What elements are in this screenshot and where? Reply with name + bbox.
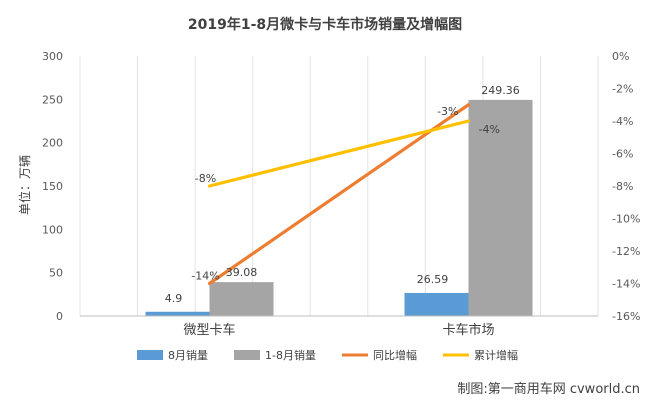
y2-tick-label: -14% <box>612 278 640 291</box>
y-tick-label: 100 <box>42 223 63 236</box>
y-axis-label: 单位：万辆 <box>17 155 32 215</box>
bars <box>145 99 533 316</box>
y2-tick-label: -6% <box>612 148 633 161</box>
y2-tick-label: -4% <box>612 115 633 128</box>
chart-title: 2019年1-8月微卡与卡车市场销量及增幅图 <box>188 16 462 33</box>
y2-tick-label: -8% <box>612 180 633 193</box>
credit-text: 制图:第一商用车网 cvworld.cn <box>457 381 640 397</box>
x-tick-label: 卡车市场 <box>442 322 494 338</box>
x-tick-label: 微型卡车 <box>183 322 235 338</box>
y2-tick-label: 0% <box>612 50 629 63</box>
y-tick-label: 0 <box>56 310 63 323</box>
y2-tick-label: -12% <box>612 245 640 258</box>
legend-label: 累计增幅 <box>474 348 518 362</box>
legend-label: 1-8月销量 <box>265 348 316 362</box>
lines <box>207 103 471 286</box>
y-tick-label: 250 <box>42 93 63 106</box>
y2-tick-label: -16% <box>612 310 640 323</box>
legend-swatch <box>137 350 163 360</box>
y-tick-label: 200 <box>42 137 63 150</box>
bar <box>145 311 210 316</box>
line-data-label: -8% <box>195 172 216 185</box>
line-data-label: -3% <box>437 105 458 118</box>
line-data-label: -14% <box>191 270 219 283</box>
axes: 0 50 100 150 200 250 300 0% -2% -4% -6% -8% -10% -12%… <box>42 50 640 338</box>
bar-data-label: 26.59 <box>417 273 449 286</box>
legend-swatch <box>234 350 260 360</box>
bar-data-label: 4.9 <box>165 292 183 305</box>
y2-tick-label: -2% <box>612 83 633 96</box>
bar-data-label: 249.36 <box>481 84 520 97</box>
bar <box>404 292 469 316</box>
legend-label: 8月销量 <box>168 348 208 362</box>
legend: 8月销量 1-8月销量 同比增幅 累计增幅 <box>137 348 518 362</box>
data-labels: 4.9 26.59 39.08 249.36 -14% -3% -8% -4% <box>165 84 520 305</box>
y-tick-label: 300 <box>42 50 63 63</box>
gridlines <box>79 56 599 316</box>
series-line <box>207 103 471 286</box>
y-tick-label: 150 <box>42 180 63 193</box>
line-data-label: -4% <box>479 123 500 136</box>
y2-tick-label: -10% <box>612 213 640 226</box>
bar <box>209 282 274 316</box>
bar-data-label: 39.08 <box>226 266 258 279</box>
series-line <box>207 119 471 188</box>
bar <box>468 99 533 316</box>
y-tick-label: 50 <box>49 267 63 280</box>
legend-label: 同比增幅 <box>373 348 417 362</box>
